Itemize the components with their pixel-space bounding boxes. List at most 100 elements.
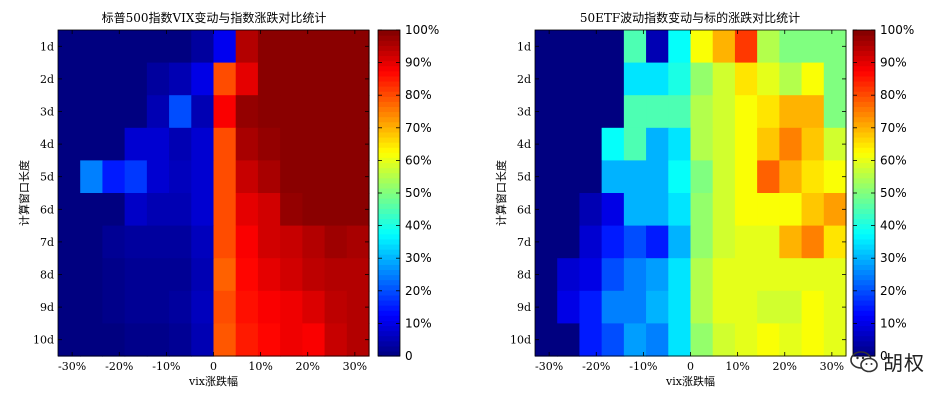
- colorbar-tick-label: 70%: [880, 121, 907, 135]
- heatmap-cell: [579, 193, 603, 227]
- colorbar-tick-label: 10%: [405, 316, 432, 330]
- colorbar-segment: [378, 315, 400, 321]
- colorbar-segment: [853, 172, 875, 179]
- colorbar-segment: [378, 70, 400, 77]
- colorbar-tick-label: 50%: [880, 186, 907, 200]
- heatmap-cell: [213, 160, 237, 194]
- chart-title: 50ETF波动指数变动与标的涨跌对比统计: [580, 10, 800, 25]
- heatmap-cell: [757, 323, 780, 357]
- heatmap-cell: [102, 258, 126, 292]
- colorbar-tick-label: 40%: [405, 219, 432, 233]
- colorbar-segment: [853, 238, 875, 245]
- heatmap-cell: [779, 258, 803, 292]
- heatmap-cell: [779, 193, 803, 227]
- colorbar-segment: [378, 96, 400, 102]
- heatmap-cell: [557, 193, 581, 227]
- colorbar-segment: [853, 142, 875, 148]
- colorbar-tick-label: 40%: [880, 219, 907, 233]
- heatmap-cell: [80, 30, 104, 64]
- heatmap-cell: [257, 62, 281, 96]
- colorbar-segment: [853, 157, 875, 164]
- heatmap-cell: [191, 127, 215, 161]
- heatmap-cell: [235, 127, 259, 161]
- colorbar-segment: [378, 218, 400, 225]
- heatmap-cell: [601, 290, 625, 324]
- heatmap-cell: [646, 95, 669, 129]
- colorbar-tick-label: 80%: [405, 88, 432, 102]
- colorbar-segment: [853, 310, 875, 316]
- heatmap-cell: [734, 258, 758, 292]
- heatmap-cell: [302, 258, 326, 292]
- heatmap-cell: [601, 258, 625, 292]
- heatmap-cell: [124, 127, 148, 161]
- heatmap-cell: [535, 290, 558, 324]
- heatmap-cell: [557, 62, 581, 96]
- colorbar-segment: [378, 228, 400, 235]
- heatmap-cell: [146, 160, 170, 194]
- heatmap-cell: [535, 258, 558, 292]
- heatmap-cell: [734, 225, 758, 259]
- heatmap-cell: [734, 30, 758, 64]
- heatmap-cell: [801, 290, 825, 324]
- heatmap-cell: [823, 225, 847, 259]
- heatmap-cell: [712, 30, 736, 64]
- colorbar-segment: [853, 289, 875, 296]
- colorbar-segment: [853, 131, 875, 138]
- heatmap-cell: [191, 62, 215, 96]
- colorbar-segment: [378, 269, 400, 276]
- colorbar-segment: [378, 203, 400, 209]
- heatmap-cell: [779, 62, 803, 96]
- heatmap-cell: [102, 62, 126, 96]
- chart-50etf-vix: 50ETF波动指数变动与标的涨跌对比统计 -30% -20% -10% 0 10% 20%…: [494, 10, 914, 388]
- heatmap-cell: [124, 95, 148, 129]
- colorbar-segment: [853, 340, 875, 347]
- colorbar-segment: [853, 40, 875, 46]
- colorbar-segment: [378, 213, 400, 220]
- heatmap-cell: [169, 290, 192, 324]
- heatmap-cell: [557, 160, 581, 194]
- heatmap-cell: [779, 95, 803, 129]
- colorbar-segment: [378, 330, 400, 337]
- colorbar-segment: [378, 91, 400, 97]
- heatmap-cell: [346, 62, 370, 96]
- heatmap-cell: [712, 323, 736, 357]
- heatmap-cell: [535, 323, 558, 357]
- colorbar-segment: [378, 233, 400, 240]
- colorbar-segment: [853, 249, 875, 255]
- heatmap-cell: [80, 290, 104, 324]
- colorbar-segment: [378, 254, 400, 260]
- heatmap-cell: [146, 62, 170, 96]
- heatmap-cell: [324, 193, 348, 227]
- heatmap-cell: [235, 160, 259, 194]
- chart-sp500-vix: 标普500指数VIX变动与指数涨跌对比统计 -30% -20% -10% 0 10% 20…: [17, 10, 439, 388]
- colorbar-segment: [378, 40, 400, 46]
- axis-ticks: -30% -20% -10% 0 10% 20% 30% 1d 2d 3d 4d 5d 6d 7d 8d 9d…: [510, 30, 846, 373]
- heatmap-cell: [257, 290, 281, 324]
- colorbar-segment: [853, 254, 875, 260]
- heatmap-cell: [124, 62, 148, 96]
- colorbar-tick-label: 80%: [880, 88, 907, 102]
- heatmap-cell: [690, 290, 714, 324]
- heatmap-cell: [302, 95, 326, 129]
- colorbar-segment: [853, 315, 875, 321]
- heatmap-cell: [734, 323, 758, 357]
- heatmap-cell: [757, 160, 780, 194]
- heatmap-cell: [191, 258, 215, 292]
- colorbar-segment: [853, 335, 875, 342]
- heatmap-cell: [623, 258, 647, 292]
- colorbar-segment: [378, 279, 400, 286]
- colorbar-segment: [378, 101, 400, 107]
- heatmap-cell: [80, 225, 104, 259]
- heatmap-cell: [601, 62, 625, 96]
- heatmap-cell: [579, 127, 603, 161]
- y-tick-label: 5d: [40, 171, 54, 184]
- heatmap-cell: [690, 258, 714, 292]
- heatmap-cell: [623, 225, 647, 259]
- heatmap-cell: [280, 62, 303, 96]
- heatmap-cell: [280, 290, 303, 324]
- heatmap-cell: [102, 323, 126, 357]
- colorbar-segment: [853, 279, 875, 286]
- heatmap-cell: [280, 225, 303, 259]
- colorbar-tick-label: 10%: [880, 316, 907, 330]
- heatmap-cell: [557, 258, 581, 292]
